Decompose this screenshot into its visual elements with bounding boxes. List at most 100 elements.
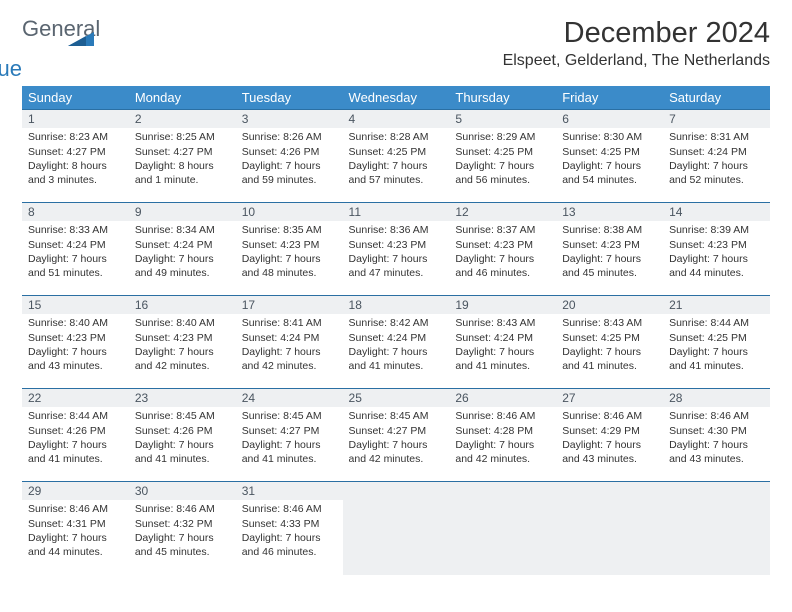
sunrise-text: Sunrise: 8:46 AM bbox=[242, 502, 337, 516]
sunset-text: Sunset: 4:23 PM bbox=[349, 238, 444, 252]
day-number: 9 bbox=[129, 203, 236, 221]
sunset-text: Sunset: 4:30 PM bbox=[669, 424, 764, 438]
day-content: Sunrise: 8:46 AMSunset: 4:31 PMDaylight:… bbox=[22, 500, 129, 563]
sunrise-text: Sunrise: 8:46 AM bbox=[135, 502, 230, 516]
day-number: 1 bbox=[22, 110, 129, 128]
day-content: Sunrise: 8:25 AMSunset: 4:27 PMDaylight:… bbox=[129, 128, 236, 191]
sunrise-text: Sunrise: 8:45 AM bbox=[349, 409, 444, 423]
day-cell bbox=[449, 482, 556, 575]
daylight-text: Daylight: 7 hours and 41 minutes. bbox=[242, 438, 337, 466]
sunset-text: Sunset: 4:27 PM bbox=[28, 145, 123, 159]
logo-triangle-icon bbox=[68, 29, 94, 52]
sunset-text: Sunset: 4:26 PM bbox=[28, 424, 123, 438]
day-content: Sunrise: 8:42 AMSunset: 4:24 PMDaylight:… bbox=[343, 314, 450, 377]
daylight-text: Daylight: 7 hours and 42 minutes. bbox=[135, 345, 230, 373]
daylight-text: Daylight: 7 hours and 47 minutes. bbox=[349, 252, 444, 280]
daylight-text: Daylight: 7 hours and 43 minutes. bbox=[669, 438, 764, 466]
sunrise-text: Sunrise: 8:30 AM bbox=[562, 130, 657, 144]
day-number: 28 bbox=[663, 389, 770, 407]
day-number: 7 bbox=[663, 110, 770, 128]
day-content: Sunrise: 8:46 AMSunset: 4:33 PMDaylight:… bbox=[236, 500, 343, 563]
day-content: Sunrise: 8:45 AMSunset: 4:26 PMDaylight:… bbox=[129, 407, 236, 470]
day-content: Sunrise: 8:45 AMSunset: 4:27 PMDaylight:… bbox=[236, 407, 343, 470]
sunrise-text: Sunrise: 8:40 AM bbox=[28, 316, 123, 330]
sunset-text: Sunset: 4:24 PM bbox=[455, 331, 550, 345]
daylight-text: Daylight: 7 hours and 42 minutes. bbox=[455, 438, 550, 466]
day-cell: 9Sunrise: 8:34 AMSunset: 4:24 PMDaylight… bbox=[129, 203, 236, 296]
sunrise-text: Sunrise: 8:26 AM bbox=[242, 130, 337, 144]
day-number: 13 bbox=[556, 203, 663, 221]
sunrise-text: Sunrise: 8:36 AM bbox=[349, 223, 444, 237]
day-cell: 3Sunrise: 8:26 AMSunset: 4:26 PMDaylight… bbox=[236, 110, 343, 203]
sunrise-text: Sunrise: 8:45 AM bbox=[242, 409, 337, 423]
week-row: 15Sunrise: 8:40 AMSunset: 4:23 PMDayligh… bbox=[22, 296, 770, 389]
sunset-text: Sunset: 4:25 PM bbox=[562, 145, 657, 159]
daylight-text: Daylight: 7 hours and 44 minutes. bbox=[28, 531, 123, 559]
day-cell bbox=[556, 482, 663, 575]
weekday-row: Sunday Monday Tuesday Wednesday Thursday… bbox=[22, 86, 770, 110]
sunrise-text: Sunrise: 8:44 AM bbox=[28, 409, 123, 423]
day-cell: 22Sunrise: 8:44 AMSunset: 4:26 PMDayligh… bbox=[22, 389, 129, 482]
day-cell bbox=[663, 482, 770, 575]
day-cell: 14Sunrise: 8:39 AMSunset: 4:23 PMDayligh… bbox=[663, 203, 770, 296]
week-row: 1Sunrise: 8:23 AMSunset: 4:27 PMDaylight… bbox=[22, 110, 770, 203]
daylight-text: Daylight: 7 hours and 49 minutes. bbox=[135, 252, 230, 280]
sunrise-text: Sunrise: 8:37 AM bbox=[455, 223, 550, 237]
day-number: 20 bbox=[556, 296, 663, 314]
sunrise-text: Sunrise: 8:44 AM bbox=[669, 316, 764, 330]
day-number: 22 bbox=[22, 389, 129, 407]
sunrise-text: Sunrise: 8:46 AM bbox=[562, 409, 657, 423]
day-number: 16 bbox=[129, 296, 236, 314]
sunset-text: Sunset: 4:25 PM bbox=[562, 331, 657, 345]
day-content: Sunrise: 8:33 AMSunset: 4:24 PMDaylight:… bbox=[22, 221, 129, 284]
sunset-text: Sunset: 4:23 PM bbox=[242, 238, 337, 252]
day-number: 5 bbox=[449, 110, 556, 128]
daylight-text: Daylight: 7 hours and 41 minutes. bbox=[562, 345, 657, 373]
sunset-text: Sunset: 4:24 PM bbox=[135, 238, 230, 252]
day-content: Sunrise: 8:45 AMSunset: 4:27 PMDaylight:… bbox=[343, 407, 450, 470]
weekday-header: Tuesday bbox=[236, 86, 343, 110]
weekday-header: Wednesday bbox=[343, 86, 450, 110]
sunset-text: Sunset: 4:23 PM bbox=[455, 238, 550, 252]
daylight-text: Daylight: 7 hours and 41 minutes. bbox=[28, 438, 123, 466]
sunrise-text: Sunrise: 8:28 AM bbox=[349, 130, 444, 144]
sunrise-text: Sunrise: 8:46 AM bbox=[455, 409, 550, 423]
daylight-text: Daylight: 7 hours and 45 minutes. bbox=[135, 531, 230, 559]
location: Elspeet, Gelderland, The Netherlands bbox=[503, 52, 770, 70]
logo: General Blue bbox=[22, 18, 94, 80]
day-content: Sunrise: 8:23 AMSunset: 4:27 PMDaylight:… bbox=[22, 128, 129, 191]
day-cell: 17Sunrise: 8:41 AMSunset: 4:24 PMDayligh… bbox=[236, 296, 343, 389]
day-number: 31 bbox=[236, 482, 343, 500]
weekday-header: Thursday bbox=[449, 86, 556, 110]
day-content: Sunrise: 8:29 AMSunset: 4:25 PMDaylight:… bbox=[449, 128, 556, 191]
sunset-text: Sunset: 4:26 PM bbox=[135, 424, 230, 438]
sunrise-text: Sunrise: 8:40 AM bbox=[135, 316, 230, 330]
day-content: Sunrise: 8:46 AMSunset: 4:28 PMDaylight:… bbox=[449, 407, 556, 470]
day-content: Sunrise: 8:43 AMSunset: 4:25 PMDaylight:… bbox=[556, 314, 663, 377]
daylight-text: Daylight: 7 hours and 41 minutes. bbox=[669, 345, 764, 373]
day-number: 26 bbox=[449, 389, 556, 407]
day-number: 12 bbox=[449, 203, 556, 221]
week-row: 8Sunrise: 8:33 AMSunset: 4:24 PMDaylight… bbox=[22, 203, 770, 296]
sunrise-text: Sunrise: 8:43 AM bbox=[562, 316, 657, 330]
day-cell: 24Sunrise: 8:45 AMSunset: 4:27 PMDayligh… bbox=[236, 389, 343, 482]
sunrise-text: Sunrise: 8:31 AM bbox=[669, 130, 764, 144]
sunset-text: Sunset: 4:25 PM bbox=[669, 331, 764, 345]
sunrise-text: Sunrise: 8:25 AM bbox=[135, 130, 230, 144]
day-content: Sunrise: 8:35 AMSunset: 4:23 PMDaylight:… bbox=[236, 221, 343, 284]
day-cell: 6Sunrise: 8:30 AMSunset: 4:25 PMDaylight… bbox=[556, 110, 663, 203]
day-cell: 31Sunrise: 8:46 AMSunset: 4:33 PMDayligh… bbox=[236, 482, 343, 575]
daylight-text: Daylight: 7 hours and 56 minutes. bbox=[455, 159, 550, 187]
day-number: 14 bbox=[663, 203, 770, 221]
day-cell: 27Sunrise: 8:46 AMSunset: 4:29 PMDayligh… bbox=[556, 389, 663, 482]
weekday-header: Friday bbox=[556, 86, 663, 110]
day-cell: 15Sunrise: 8:40 AMSunset: 4:23 PMDayligh… bbox=[22, 296, 129, 389]
day-number: 11 bbox=[343, 203, 450, 221]
day-cell: 23Sunrise: 8:45 AMSunset: 4:26 PMDayligh… bbox=[129, 389, 236, 482]
sunset-text: Sunset: 4:23 PM bbox=[669, 238, 764, 252]
day-content: Sunrise: 8:31 AMSunset: 4:24 PMDaylight:… bbox=[663, 128, 770, 191]
day-content: Sunrise: 8:44 AMSunset: 4:26 PMDaylight:… bbox=[22, 407, 129, 470]
day-content: Sunrise: 8:40 AMSunset: 4:23 PMDaylight:… bbox=[22, 314, 129, 377]
day-number: 2 bbox=[129, 110, 236, 128]
daylight-text: Daylight: 8 hours and 1 minute. bbox=[135, 159, 230, 187]
